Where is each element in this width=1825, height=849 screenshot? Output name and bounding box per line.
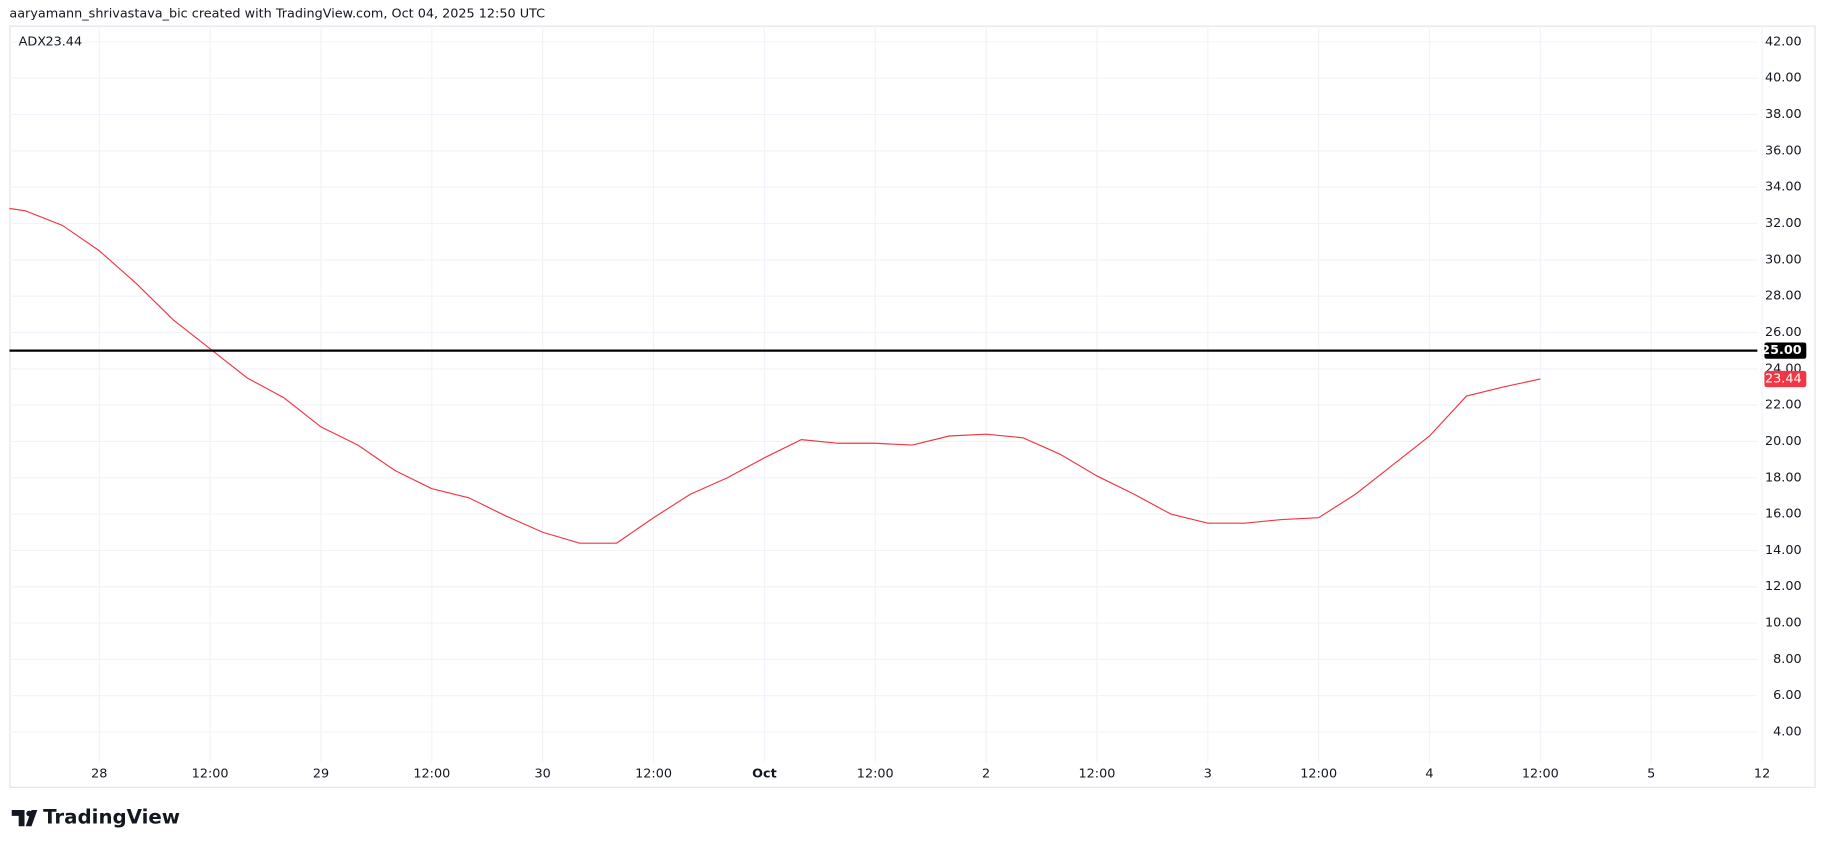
last-value-badge: [1764, 370, 1807, 388]
y-tick-label: 42.00: [1765, 34, 1802, 49]
x-tick-label: 4: [1425, 766, 1433, 781]
x-tick-label: 12:00: [1522, 766, 1559, 781]
brand-logo: [11, 810, 38, 827]
adx-line: [9, 207, 1541, 544]
x-tick-label: 12:00: [1079, 766, 1116, 781]
x-tick-label: 12:00: [635, 766, 672, 781]
legend-name: ADX: [19, 34, 47, 49]
x-tick-label: 2: [982, 766, 990, 781]
y-tick-label: 28.00: [1765, 289, 1802, 304]
y-tick-label: 36.00: [1765, 143, 1802, 158]
threshold-badge: [1764, 342, 1807, 359]
threshold-label: 25.00: [1761, 343, 1802, 358]
y-tick-label: 20.00: [1765, 434, 1802, 449]
y-tick-label: 34.00: [1765, 180, 1802, 195]
y-tick-label: 40.00: [1765, 71, 1802, 86]
y-tick-label: 22.00: [1765, 398, 1802, 413]
pane-border: [9, 25, 1816, 788]
y-tick-label: 32.00: [1765, 216, 1802, 231]
y-tick-label: 16.00: [1765, 507, 1802, 522]
x-tick-label: 30: [535, 766, 551, 781]
x-tick-label: 5: [1647, 766, 1655, 781]
y-tick-label: 30.00: [1765, 252, 1802, 267]
y-tick-label: 4.00: [1773, 725, 1802, 740]
header: aaryamann_shrivastava_bic created with T…: [9, 6, 545, 21]
x-tick-label: 28: [91, 766, 107, 781]
x-tick-label: 12:00: [857, 766, 894, 781]
y-tick-label: 26.00: [1765, 325, 1802, 340]
y-tick-label: 14.00: [1765, 543, 1802, 558]
x-tick-label: 12: [1754, 766, 1770, 781]
x-tick-label: 12:00: [413, 766, 450, 781]
x-tick-label: Oct: [752, 766, 777, 781]
y-tick-label: 38.00: [1765, 107, 1802, 122]
y-tick-label: 6.00: [1773, 688, 1802, 703]
x-tick-label: 3: [1204, 766, 1212, 781]
x-tick-label: 12:00: [192, 766, 229, 781]
x-tick-label: 12:00: [1300, 766, 1337, 781]
x-tick-label: 29: [313, 766, 329, 781]
legend-value: 23.44: [45, 34, 82, 49]
y-tick-label: 18.00: [1765, 470, 1802, 485]
y-tick-label: 10.00: [1765, 616, 1802, 631]
y-tick-label: 12.00: [1765, 579, 1802, 594]
y-tick-label: 8.00: [1773, 652, 1802, 667]
last-value-label: 23.44: [1765, 371, 1802, 386]
brand: TradingView: [43, 806, 180, 829]
